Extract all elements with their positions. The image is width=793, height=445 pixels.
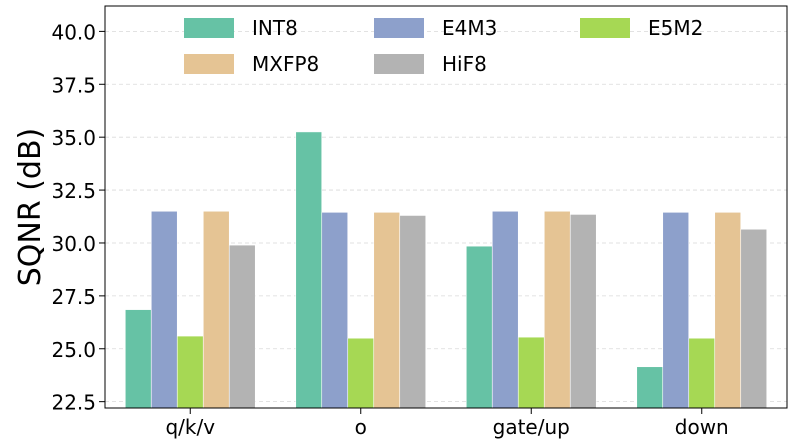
legend-label: HiF8 [442,52,487,76]
bar [124,309,152,409]
legend-swatch [580,18,630,38]
bar [636,366,664,409]
bars [124,131,768,409]
y-tick-label: 35.0 [51,126,96,150]
x-tick-label: q/k/v [165,415,215,439]
legend-label: INT8 [252,16,298,40]
bar [465,245,493,409]
bar [295,131,323,409]
y-tick-label: 27.5 [51,285,96,309]
y-axis-label: SQNR (dB) [13,128,48,287]
x-axis: q/k/v o gate/up down [165,408,729,439]
bar [688,337,716,409]
bar [517,336,545,409]
legend-swatch [184,18,234,38]
bar [662,211,690,409]
bar [740,228,768,409]
legend-label: E4M3 [442,16,497,40]
bar [714,211,742,409]
plot-frame [104,5,788,409]
x-tick-label: gate/up [493,415,570,439]
legend: INT8 E4M3 E5M2 MXFP8 HiF8 [184,16,703,76]
bar [373,211,401,409]
y-tick-label: 40.0 [51,20,96,44]
bar [176,335,204,409]
y-tick-label: 32.5 [51,179,96,203]
legend-label: E5M2 [648,16,703,40]
bar [202,210,230,409]
y-tick-label: 37.5 [51,73,96,97]
bar [228,244,256,409]
x-tick-label: o [355,415,367,439]
bar [321,211,349,409]
legend-swatch [374,18,424,38]
y-tick-label: 30.0 [51,232,96,256]
y-tick-label: 25.0 [51,338,96,362]
legend-swatch [374,54,424,74]
legend-swatch [184,54,234,74]
bar [399,215,427,409]
x-tick-label: down [675,415,729,439]
bar [569,214,597,409]
bar [347,337,375,409]
y-tick-label: 22.5 [51,391,96,415]
legend-label: MXFP8 [252,52,319,76]
bar [150,210,178,409]
y-axis: 22.5 25.0 27.5 30.0 32.5 35.0 37.5 40.0 [51,20,105,415]
bar [491,210,519,409]
bar [543,210,571,409]
